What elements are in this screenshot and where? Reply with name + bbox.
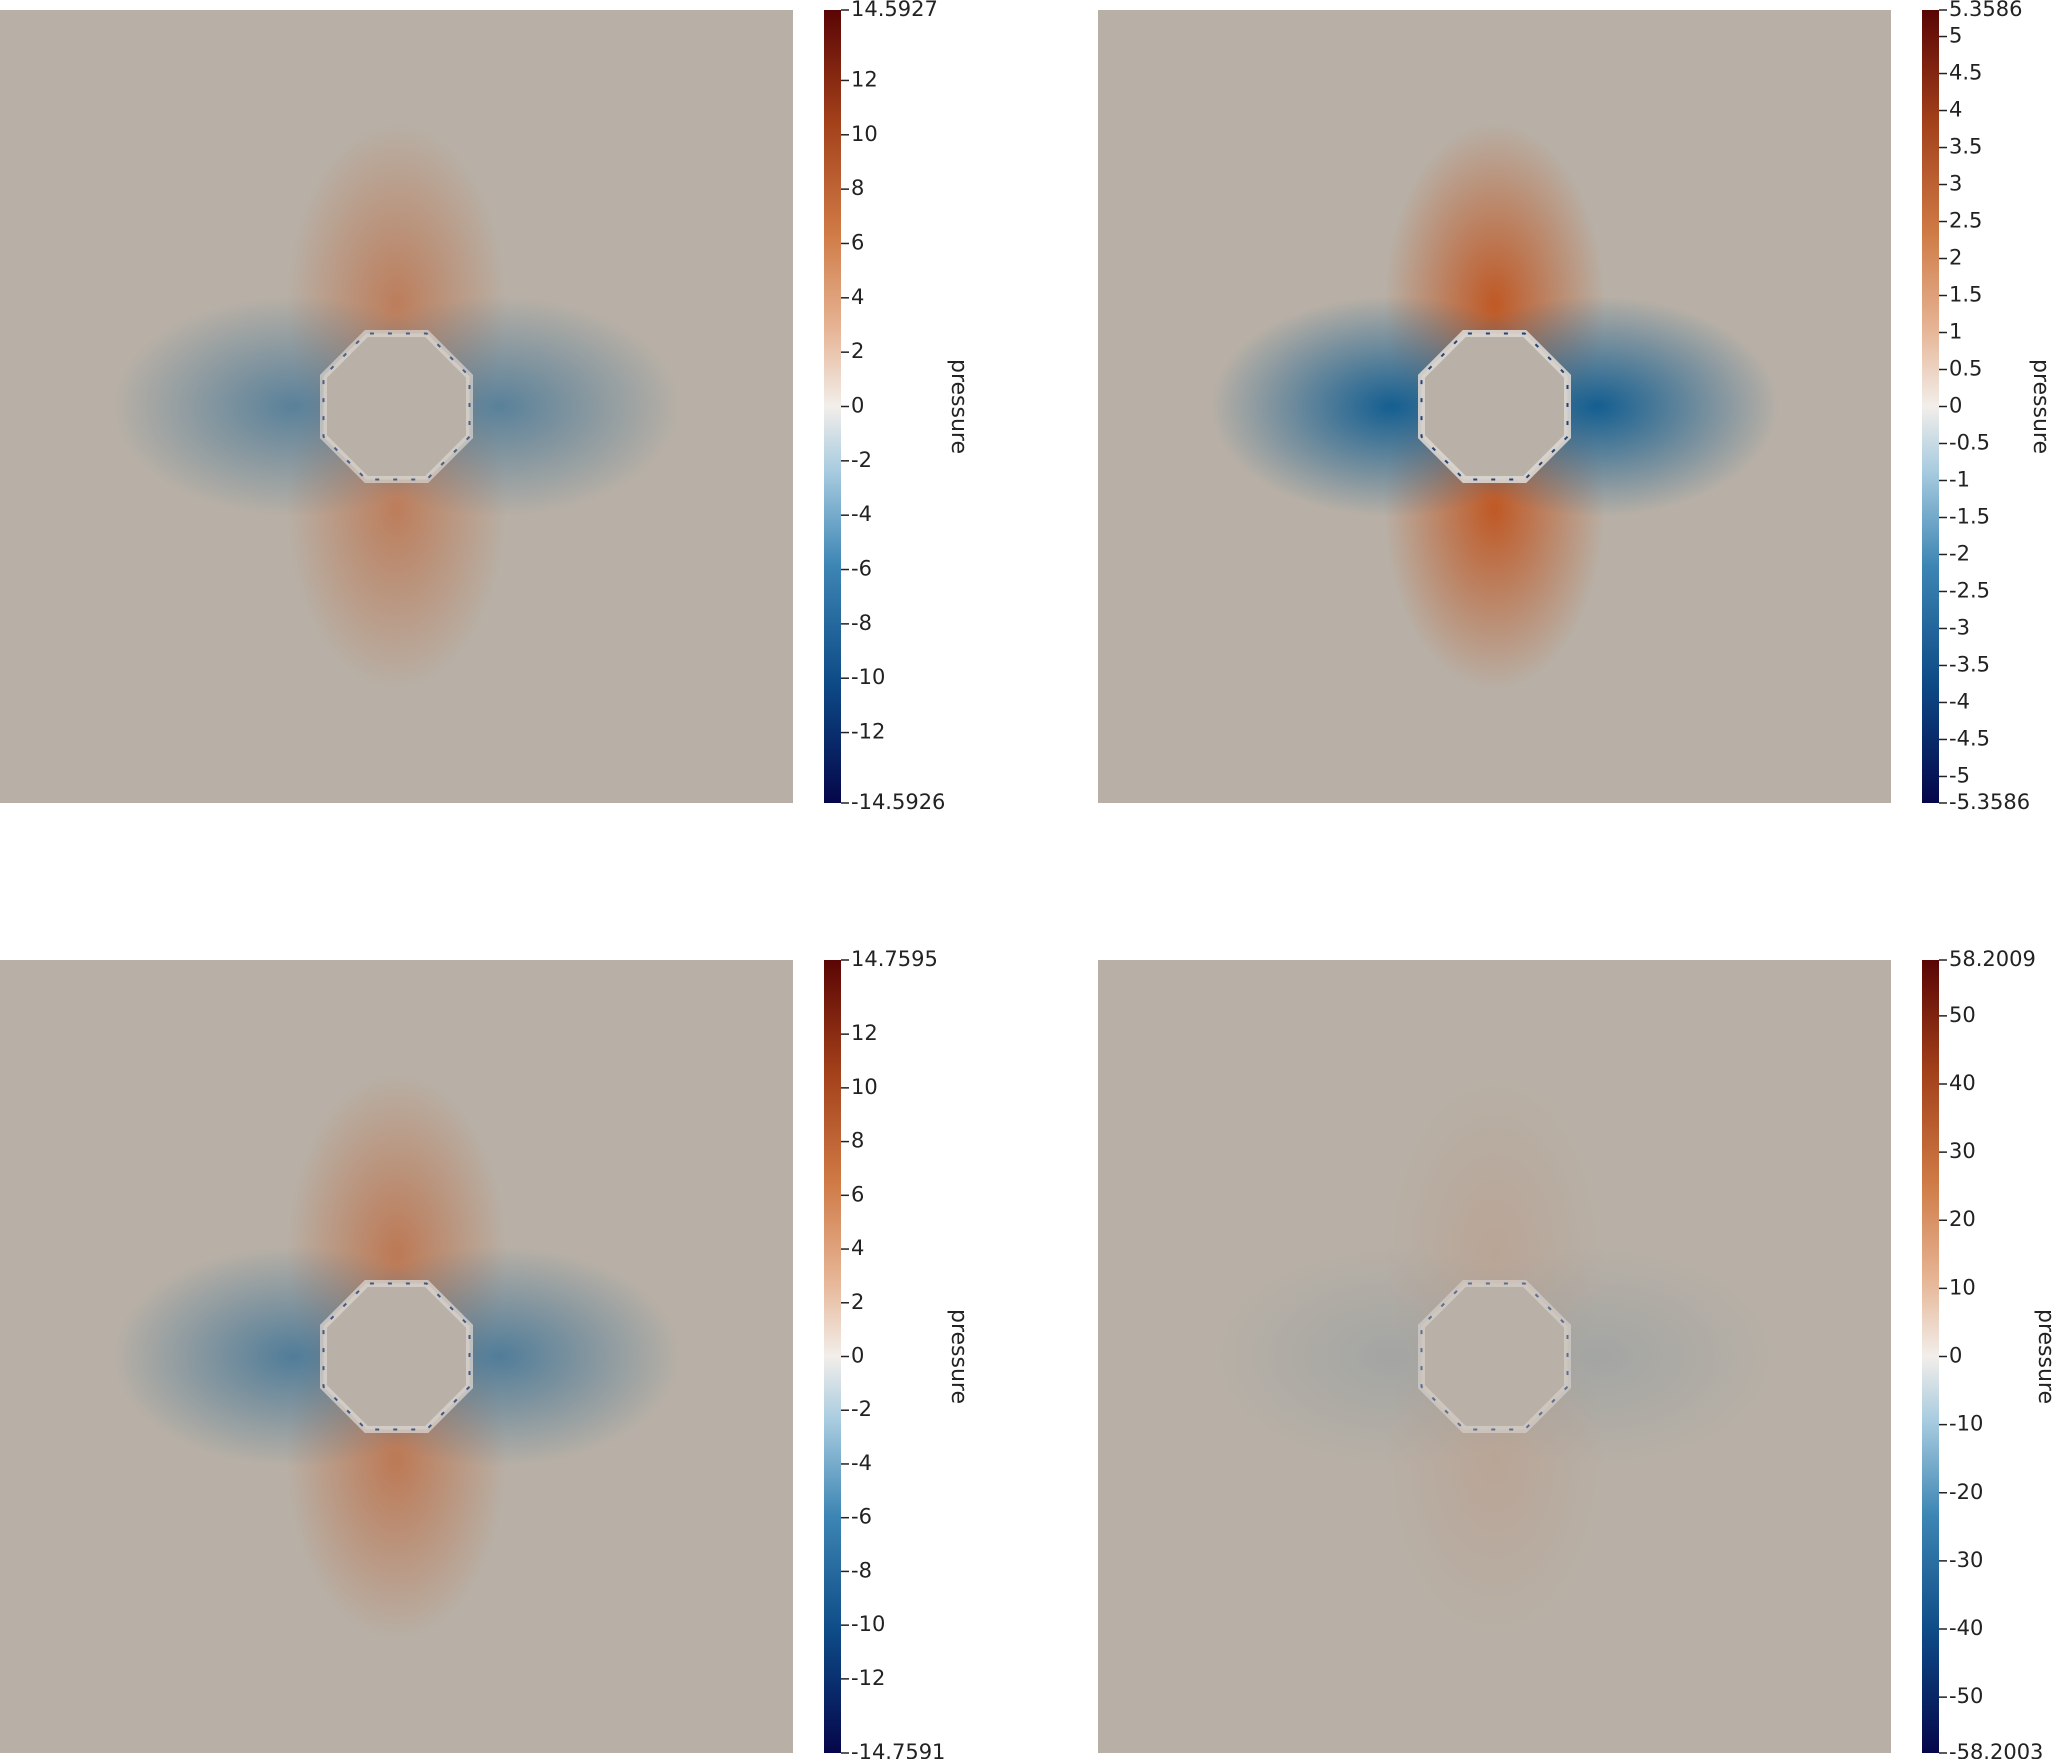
colorbar-tick-label: -6 [851,1505,872,1529]
cylinder [1418,330,1571,483]
colorbar-tick-label: -12 [851,1666,885,1690]
colorbar-tick-label: -50 [1949,1684,1983,1708]
colorbar-tick-label: 3.5 [1949,135,1982,159]
colorbar-tick-label: -2 [851,1397,872,1421]
colorbar-tick-label: -58.2003 [1949,1740,2043,1759]
colorbar-tick-label: -8 [851,611,872,635]
colorbar-tick-label: -2.5 [1949,578,1990,602]
colorbar-tick-label: -2 [851,448,872,472]
colorbar-tick-label: -10 [851,665,885,689]
colorbar-title: pressure [946,359,971,454]
colorbar-tick-label: 1.5 [1949,283,1982,307]
colorbar-tick-label: -5.3586 [1949,790,2030,814]
colorbar-tick-label: -2 [1949,541,1970,565]
cylinder [320,330,473,483]
colorbar-tick-label: -14.7591 [851,1740,945,1759]
colorbar-tick-label: -30 [1949,1548,1983,1572]
colorbar-tick-label: -10 [851,1612,885,1636]
colorbar-tick-label: 0.5 [1949,357,1982,381]
colorbar-title: pressure [946,1309,971,1404]
colorbar-tick-label: 10 [851,122,878,146]
colorbar-tick-label: 10 [1949,1275,1976,1299]
colorbar-tick-label: 2 [851,339,864,363]
colorbar-tick-label: 5.3586 [1949,0,2022,21]
colorbar [824,10,841,803]
colorbar-tick-label: 40 [1949,1071,1976,1095]
colorbar-tick-label: -1 [1949,467,1970,491]
colorbar-tick-label: -12 [851,720,885,744]
colorbar-tick-label: 2 [1949,246,1962,270]
colorbar-tick-label: -6 [851,557,872,581]
colorbar-tick-label: -0.5 [1949,430,1990,454]
panel: 14.5927 12 10 8 6 4 2 0 -2 -4 -6 -8 -10 -12 -14.5926 pr… [0,0,971,814]
colorbar-tick-label: 4 [1949,98,1962,122]
colorbar-tick-label: 0 [851,1344,864,1368]
colorbar-tick-label: -10 [1949,1412,1983,1436]
colorbar-tick-label: 0 [1949,394,1962,418]
colorbar-tick-label: -40 [1949,1616,1983,1640]
colorbar-title: pressure [2028,359,2053,454]
colorbar-tick-label: -1.5 [1949,504,1990,528]
panel: 14.7595 12 10 8 6 4 2 0 -2 -4 -6 -8 -10 -12 -14.7591 pr… [0,947,971,1759]
colorbar-tick-label: 12 [851,67,878,91]
colorbar-tick-label: 20 [1949,1207,1976,1231]
colorbar-tick-label: 6 [851,230,864,254]
cylinder [1418,1280,1571,1433]
colorbar-tick-label: 10 [851,1075,878,1099]
colorbar-tick-label: 1 [1949,320,1962,344]
colorbar-tick-label: 2.5 [1949,209,1982,233]
colorbar-tick-label: 50 [1949,1003,1976,1027]
colorbar-tick-label: -20 [1949,1480,1983,1504]
colorbar-tick-label: 0 [1949,1344,1962,1368]
colorbar-tick-label: 3 [1949,172,1962,196]
colorbar-tick-label: 58.2009 [1949,947,2036,971]
colorbar-tick-label: 4.5 [1949,61,1982,85]
colorbar-tick-label: -4 [851,1451,872,1475]
panel: 5.3586 5 4.5 4 3.5 3 2.5 2 1.5 1 0.5 0 -0.5 -1 -1.5 -2 -… [1098,0,2053,814]
colorbar-tick-label: 8 [851,1129,864,1153]
colorbar-tick-label: 6 [851,1182,864,1206]
colorbar-tick-label: -3.5 [1949,652,1990,676]
colorbar-tick-label: -14.5926 [851,790,945,814]
colorbar-tick-label: 5 [1949,24,1962,48]
colorbar-tick-label: -4 [851,502,872,526]
colorbar-tick-label: -4.5 [1949,726,1990,750]
panel: 58.2009 50 40 30 20 10 0 -10 -20 -30 -40 -50 -58.200… [1098,947,2058,1759]
colorbar-tick-label: -5 [1949,763,1970,787]
colorbar-tick-label: -8 [851,1558,872,1582]
colorbar [824,960,841,1753]
colorbar [1922,10,1939,803]
cylinder [320,1280,473,1433]
colorbar-tick-label: 0 [851,394,864,418]
colorbar-tick-label: 2 [851,1290,864,1314]
colorbar-tick-label: -3 [1949,615,1970,639]
colorbar-tick-label: 30 [1949,1139,1976,1163]
colorbar-tick-label: 4 [851,285,864,309]
colorbar [1922,960,1939,1753]
colorbar-tick-label: 14.5927 [851,0,938,21]
colorbar-tick-label: 4 [851,1236,864,1260]
colorbar-tick-label: 8 [851,176,864,200]
colorbar-tick-label: 14.7595 [851,947,938,971]
colorbar-tick-label: -4 [1949,689,1970,713]
colorbar-title: pressure [2033,1309,2058,1404]
colorbar-tick-label: 12 [851,1021,878,1045]
